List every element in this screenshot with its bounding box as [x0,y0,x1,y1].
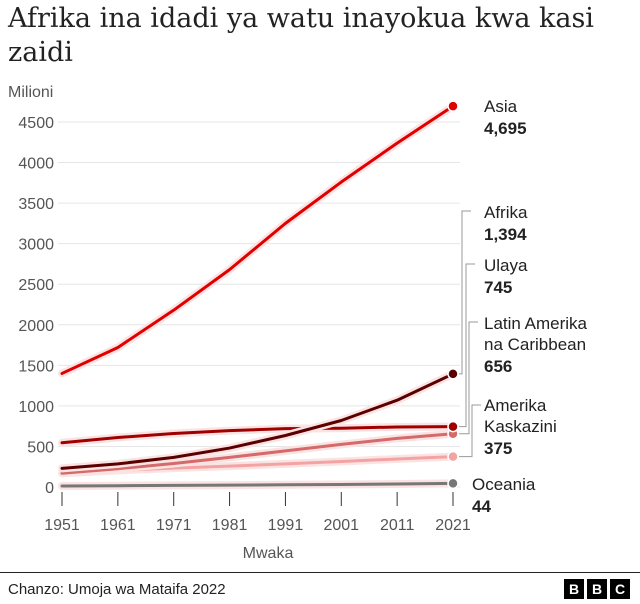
series-end-dot [447,100,459,112]
series-label: Oceania [472,475,536,494]
series-line-latin-amerika-na-caribbean [60,432,455,475]
series-end-value: 44 [472,497,491,516]
x-axis-label: Mwaka [243,545,294,562]
label-connector [459,404,481,458]
label-connector [459,263,475,428]
y-axis-label: Milioni [8,84,53,101]
series-end-dot [447,368,459,380]
label-connector [459,321,478,435]
series-end-value: 656 [484,357,512,376]
x-tick-label: 1981 [212,517,248,534]
series-label: Amerika [484,396,547,415]
y-tick-label: 3000 [18,237,54,254]
x-tick-label: 2021 [435,517,471,534]
series-line-ulaya [60,425,455,445]
x-tick-label: 1971 [156,517,192,534]
series-end-value: 375 [484,439,512,458]
series-end-value: 4,695 [484,119,527,138]
label-connector [459,210,471,375]
series-end-dot [447,450,459,463]
y-tick-label: 1000 [18,399,54,416]
series-end-dot [447,420,459,433]
x-tick-label: 2011 [380,517,415,534]
chart-title: Afrika ina idadi ya watu inayokua kwa ka… [8,3,594,68]
y-tick-label: 3500 [18,196,54,213]
x-tick-label: 1951 [44,517,80,534]
series-line-afrika [60,372,455,470]
line-chart: 0 500 1000 1500 2000 2500 3000 3500 4000 4500 Mili… [8,84,588,562]
y-tick-label: 1500 [18,358,54,375]
series-label: Afrika [484,203,528,222]
series-end-dot [447,477,459,490]
series-end-value: 1,394 [484,225,527,244]
series-line-asia [60,104,455,375]
y-tick-label: 4500 [18,115,54,132]
x-tick-label: 1961 [100,517,136,534]
series-label: Ulaya [484,256,528,275]
y-tick-label: 4000 [18,156,54,173]
series-label: Kaskazini [484,417,557,436]
y-tick-label: 2500 [18,277,54,294]
series-label: Latin Amerika [484,314,588,333]
x-tick-label: 1991 [268,517,304,534]
y-tick-label: 500 [27,439,54,456]
series-line-oceania [60,481,455,488]
series-label: na Caribbean [484,335,586,354]
source-note: Chanzo: Umoja wa Mataifa 2022 [8,581,226,598]
series-end-value: 745 [484,278,512,297]
y-tick-label: 0 [45,480,54,497]
x-tick-label: 2001 [323,517,359,534]
series-label: Asia [484,97,518,116]
y-tick-label: 2000 [18,318,54,335]
